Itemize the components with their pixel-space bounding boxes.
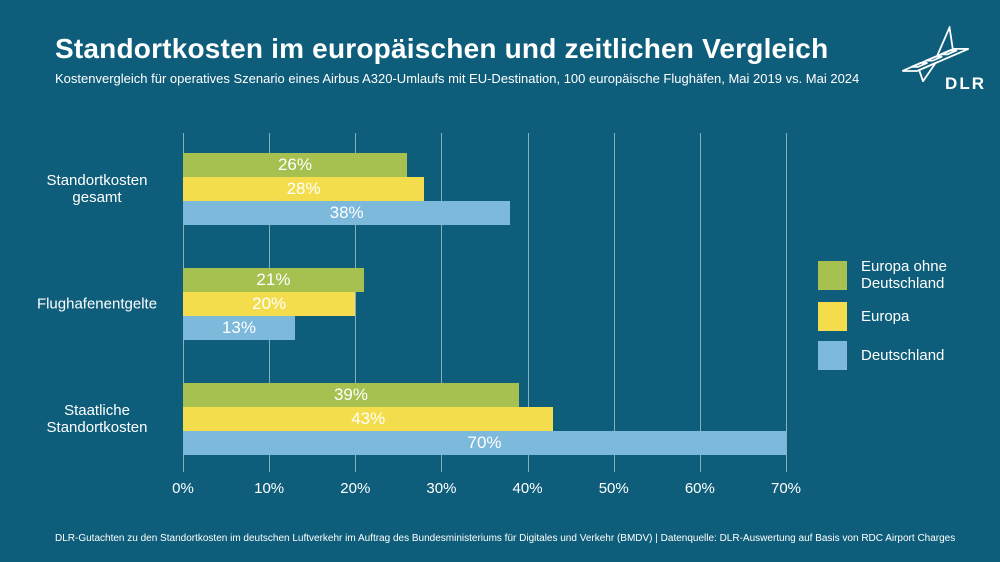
category-label: Standortkosten gesamt bbox=[46, 172, 148, 206]
legend-swatch bbox=[818, 302, 847, 331]
x-tick-label: 10% bbox=[254, 480, 285, 497]
bar-value-label: 26% bbox=[277, 155, 312, 174]
bar: 38% bbox=[183, 201, 511, 225]
bar-value-label: 38% bbox=[329, 203, 364, 222]
bar-value-label: 39% bbox=[333, 385, 368, 404]
legend-item: Deutschland bbox=[818, 341, 961, 370]
category-labels: Standortkosten gesamt Flughafenentgelte St… bbox=[22, 133, 172, 472]
page-subtitle: Kostenvergleich für operatives Szenario … bbox=[55, 71, 860, 86]
gridline bbox=[441, 133, 443, 472]
legend-swatch bbox=[818, 341, 847, 370]
gridline bbox=[699, 133, 701, 472]
source-note: DLR-Gutachten zu den Standortkosten im d… bbox=[55, 533, 956, 544]
x-tick-label: 70% bbox=[770, 480, 802, 497]
legend-label: Deutschland bbox=[861, 347, 945, 364]
bar-value-label: 70% bbox=[467, 433, 502, 452]
gridline bbox=[786, 133, 787, 472]
bar-value-label: 43% bbox=[351, 409, 386, 428]
bar: 39% bbox=[183, 383, 519, 407]
page-title: Standortkosten im europäischen und zeitl… bbox=[55, 33, 829, 64]
gridline bbox=[355, 133, 357, 472]
bar-value-label: 21% bbox=[256, 270, 291, 289]
legend-label: Europa bbox=[861, 308, 910, 325]
legend-item: Europa bbox=[818, 302, 961, 331]
bar-value-label: 28% bbox=[286, 179, 321, 198]
x-tick-label: 30% bbox=[426, 480, 457, 497]
legend: Europa ohne Deutschland Europa Deutschland bbox=[818, 258, 961, 370]
dlr-logo: DLR bbox=[898, 24, 988, 94]
x-tick-label: 40% bbox=[512, 480, 543, 497]
x-tick-label: 50% bbox=[598, 480, 629, 497]
bar: 13% bbox=[183, 316, 295, 340]
x-axis: 0% 10% 20% 30% 40% 50% 60% 70% bbox=[172, 480, 801, 500]
category-label: Staatliche Standortkosten bbox=[46, 402, 148, 436]
x-tick-label: 20% bbox=[340, 480, 371, 497]
x-tick-label: 60% bbox=[684, 480, 715, 497]
dlr-wordmark: DLR bbox=[945, 74, 986, 93]
gridline bbox=[613, 133, 615, 472]
bar: 43% bbox=[183, 407, 554, 431]
bar: 21% bbox=[183, 268, 364, 292]
legend-label: Europa ohne Deutschland bbox=[861, 258, 947, 292]
gridline bbox=[527, 133, 529, 472]
bar: 20% bbox=[183, 292, 356, 316]
legend-swatch bbox=[818, 260, 847, 290]
bar: 70% bbox=[183, 431, 786, 455]
x-tick-label: 0% bbox=[172, 480, 194, 497]
bar-value-label: 13% bbox=[221, 318, 256, 337]
category-label: Flughafenentgelte bbox=[36, 295, 158, 313]
bar: 28% bbox=[183, 177, 425, 201]
legend-item: Europa ohne Deutschland bbox=[818, 258, 961, 292]
bar-value-label: 20% bbox=[252, 294, 287, 313]
bar: 26% bbox=[183, 153, 407, 177]
plot-area: 26% 28% 38% 21% 20% 13% 39% 43% 70% bbox=[183, 133, 787, 472]
